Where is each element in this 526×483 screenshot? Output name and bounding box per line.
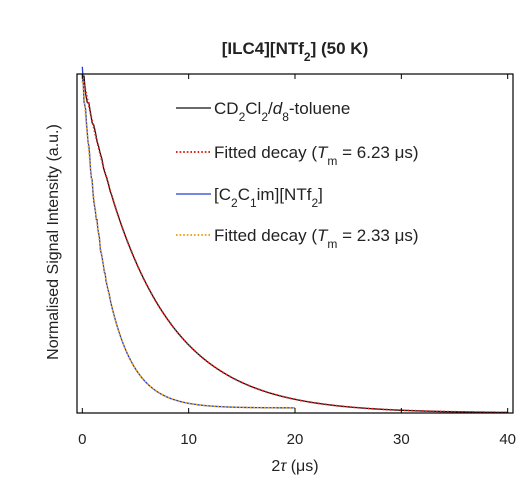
x-tick-label: 40 xyxy=(499,431,516,448)
series-line-4 xyxy=(81,73,295,409)
x-tick-label: 10 xyxy=(180,431,197,448)
series-line-2 xyxy=(81,73,508,414)
plot-lines xyxy=(81,66,508,414)
legend: CD2Cl2/d8-toluene Fitted decay (Tm = 6.23… xyxy=(176,99,419,251)
x-tick-label: 30 xyxy=(393,431,410,448)
x-tick-label: 20 xyxy=(287,431,304,448)
y-axis-label: Normalised Signal Intensity (a.u.) xyxy=(45,124,62,360)
legend-label-3: [C2C1im][NTf2] xyxy=(214,185,323,210)
x-tick-label: 0 xyxy=(78,431,86,448)
legend-label-4: Fitted decay (Tm = 2.33 μs) xyxy=(214,226,419,251)
x-axis-label: 2τ (μs) xyxy=(271,458,318,475)
legend-label-1: CD2Cl2/d8-toluene xyxy=(214,99,350,124)
chart-title: [ILC4][NTf2] (50 K) xyxy=(222,39,368,64)
legend-label-2: Fitted decay (Tm = 6.23 μs) xyxy=(214,143,419,168)
x-axis-ticks: 0 10 20 30 40 xyxy=(78,74,516,448)
